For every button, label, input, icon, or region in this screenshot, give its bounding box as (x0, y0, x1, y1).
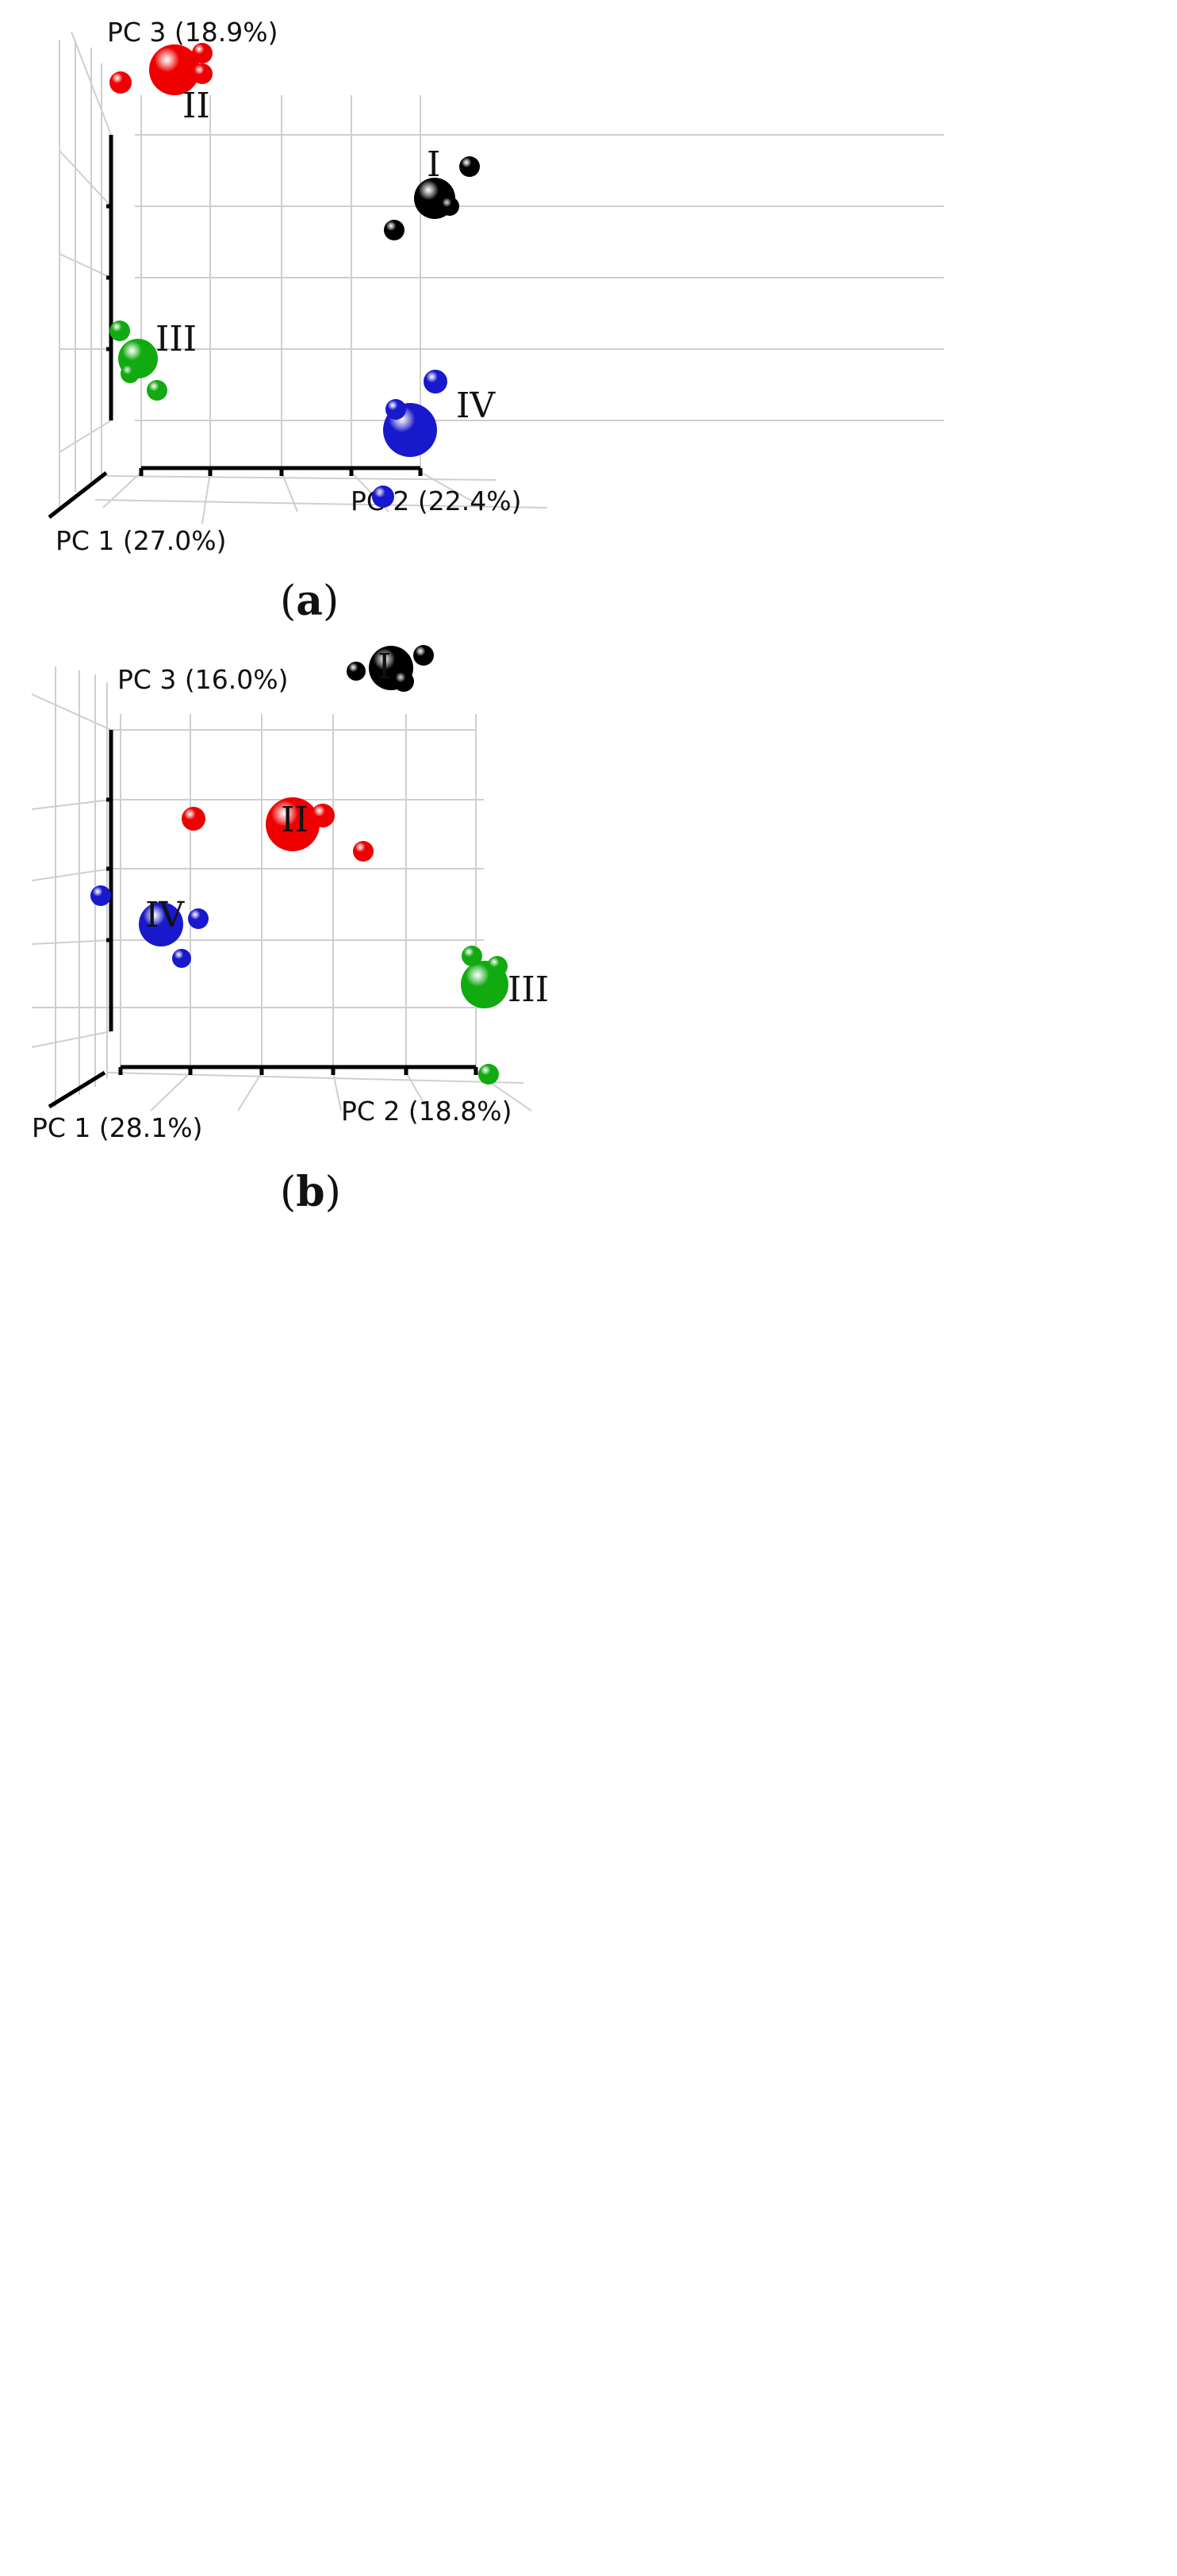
sample-point-IV (385, 399, 406, 420)
group-label-III-a: III (155, 319, 197, 359)
sample-point-I (384, 220, 404, 240)
sample-point-I (413, 645, 434, 666)
panel-caption-a: (a) (280, 577, 339, 625)
group-label-IV-b: IV (145, 895, 185, 935)
x-axis-label-b: PC 1 (28.1%) (32, 1112, 203, 1143)
group-label-II-b: II (281, 800, 309, 840)
x-axis-label-a: PC 1 (27.0%) (56, 525, 227, 556)
y-axis-label-b: PC 2 (18.8%) (341, 1096, 512, 1127)
panel-caption-b: (b) (280, 1168, 341, 1216)
sample-point-IV (90, 885, 111, 906)
group-label-IV-a: IV (456, 386, 496, 426)
group-label-I-b: I (378, 647, 391, 687)
sample-point-II (192, 43, 213, 63)
sample-point-II (353, 841, 374, 862)
sample-point-II (109, 71, 132, 94)
panel-b: PC 3 (16.0%) PC 1 (28.1%) PC 2 (18.8%) I… (31, 645, 549, 1216)
centroid-sphere-IV (139, 902, 183, 946)
sample-point-II (311, 804, 335, 827)
group-label-III-b: III (508, 969, 549, 1010)
sample-point-IV (372, 486, 394, 508)
group-label-II-a: II (182, 86, 210, 126)
sample-point-III (109, 321, 130, 341)
axes-a (48, 135, 423, 519)
group-label-I-a: I (427, 144, 440, 185)
z-axis-label-b: PC 3 (16.0%) (117, 664, 289, 695)
sample-point-III (478, 1064, 499, 1085)
panel-a: PC 3 (18.9%) PC 1 (27.0%) PC 2 (22.4%) I… (48, 17, 944, 625)
axes-b (48, 730, 478, 1109)
sample-point-I (440, 197, 459, 216)
sample-point-I (347, 662, 366, 681)
sample-point-IV (424, 370, 447, 394)
grid-a (59, 31, 944, 524)
sample-point-I (393, 671, 414, 692)
sample-point-I (459, 156, 480, 177)
sample-point-II (192, 63, 213, 84)
sample-point-III (121, 364, 140, 383)
sample-point-IV (188, 908, 209, 929)
sample-point-III (147, 380, 167, 401)
z-axis-label-a: PC 3 (18.9%) (107, 17, 278, 48)
sample-point-III (462, 946, 482, 966)
points-a (109, 43, 480, 508)
centroid-sphere-II (266, 797, 320, 851)
sample-point-II (182, 807, 205, 831)
points-b (90, 645, 508, 1085)
centroid-sphere-II (149, 44, 200, 95)
sample-point-IV (172, 949, 191, 968)
sample-point-III (487, 956, 508, 977)
